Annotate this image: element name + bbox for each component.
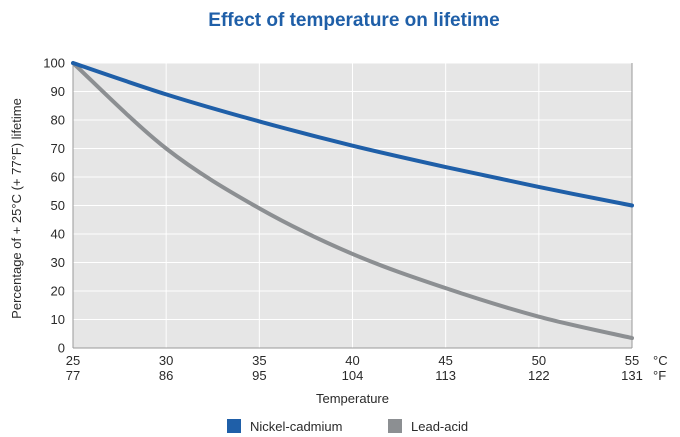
x-tick-label-fahrenheit: 86 [159, 368, 173, 383]
x-tick-label-fahrenheit: 131 [621, 368, 643, 383]
x-tick-label-fahrenheit: 113 [435, 368, 456, 383]
x-tick-label-celsius: 45 [438, 353, 452, 368]
y-tick-label: 60 [51, 170, 65, 185]
y-tick-label: 70 [51, 141, 65, 156]
y-tick-label: 100 [43, 56, 65, 71]
y-tick-label: 0 [58, 341, 65, 356]
y-tick-label: 90 [51, 84, 65, 99]
y-axis-ticks: 0 10 20 30 40 50 60 70 80 90 100 [43, 56, 65, 356]
x-tick-label-celsius: 35 [252, 353, 266, 368]
series-line-nickel-cadmium [71, 61, 634, 208]
x-tick-label-celsius: 25 [66, 353, 80, 368]
legend-swatch-nickel-cadmium [227, 419, 241, 433]
legend: Nickel-cadmium Lead-acid [227, 419, 468, 434]
x-tick-label-celsius: 50 [532, 353, 546, 368]
x-tick-label-fahrenheit: 122 [528, 368, 550, 383]
x-unit-fahrenheit: °F [653, 368, 666, 383]
x-tick-label-celsius: 55 [625, 353, 639, 368]
y-tick-label: 80 [51, 113, 65, 128]
y-axis-label: Percentage of + 25°C (+ 77°F) lifetime [9, 98, 24, 319]
series-line-lead-acid [71, 61, 634, 341]
grid-lines [72, 62, 633, 349]
x-tick-label-celsius: 40 [345, 353, 359, 368]
legend-swatch-lead-acid [388, 419, 402, 433]
y-tick-label: 30 [51, 255, 65, 270]
legend-label-nickel-cadmium: Nickel-cadmium [250, 419, 342, 434]
x-tick-label-fahrenheit: 95 [252, 368, 266, 383]
x-tick-label-fahrenheit: 104 [342, 368, 364, 383]
series-layer [71, 61, 634, 341]
x-tick-label-celsius: 30 [159, 353, 173, 368]
x-unit-celsius: °C [653, 353, 668, 368]
chart-title: Effect of temperature on lifetime [208, 10, 499, 31]
x-tick-label-fahrenheit: 77 [66, 368, 80, 383]
y-tick-label: 20 [51, 284, 65, 299]
legend-label-lead-acid: Lead-acid [411, 419, 468, 434]
y-tick-label: 10 [51, 312, 65, 327]
y-tick-label: 40 [51, 227, 65, 242]
x-axis-label: Temperature [316, 391, 389, 406]
y-tick-label: 50 [51, 198, 65, 213]
